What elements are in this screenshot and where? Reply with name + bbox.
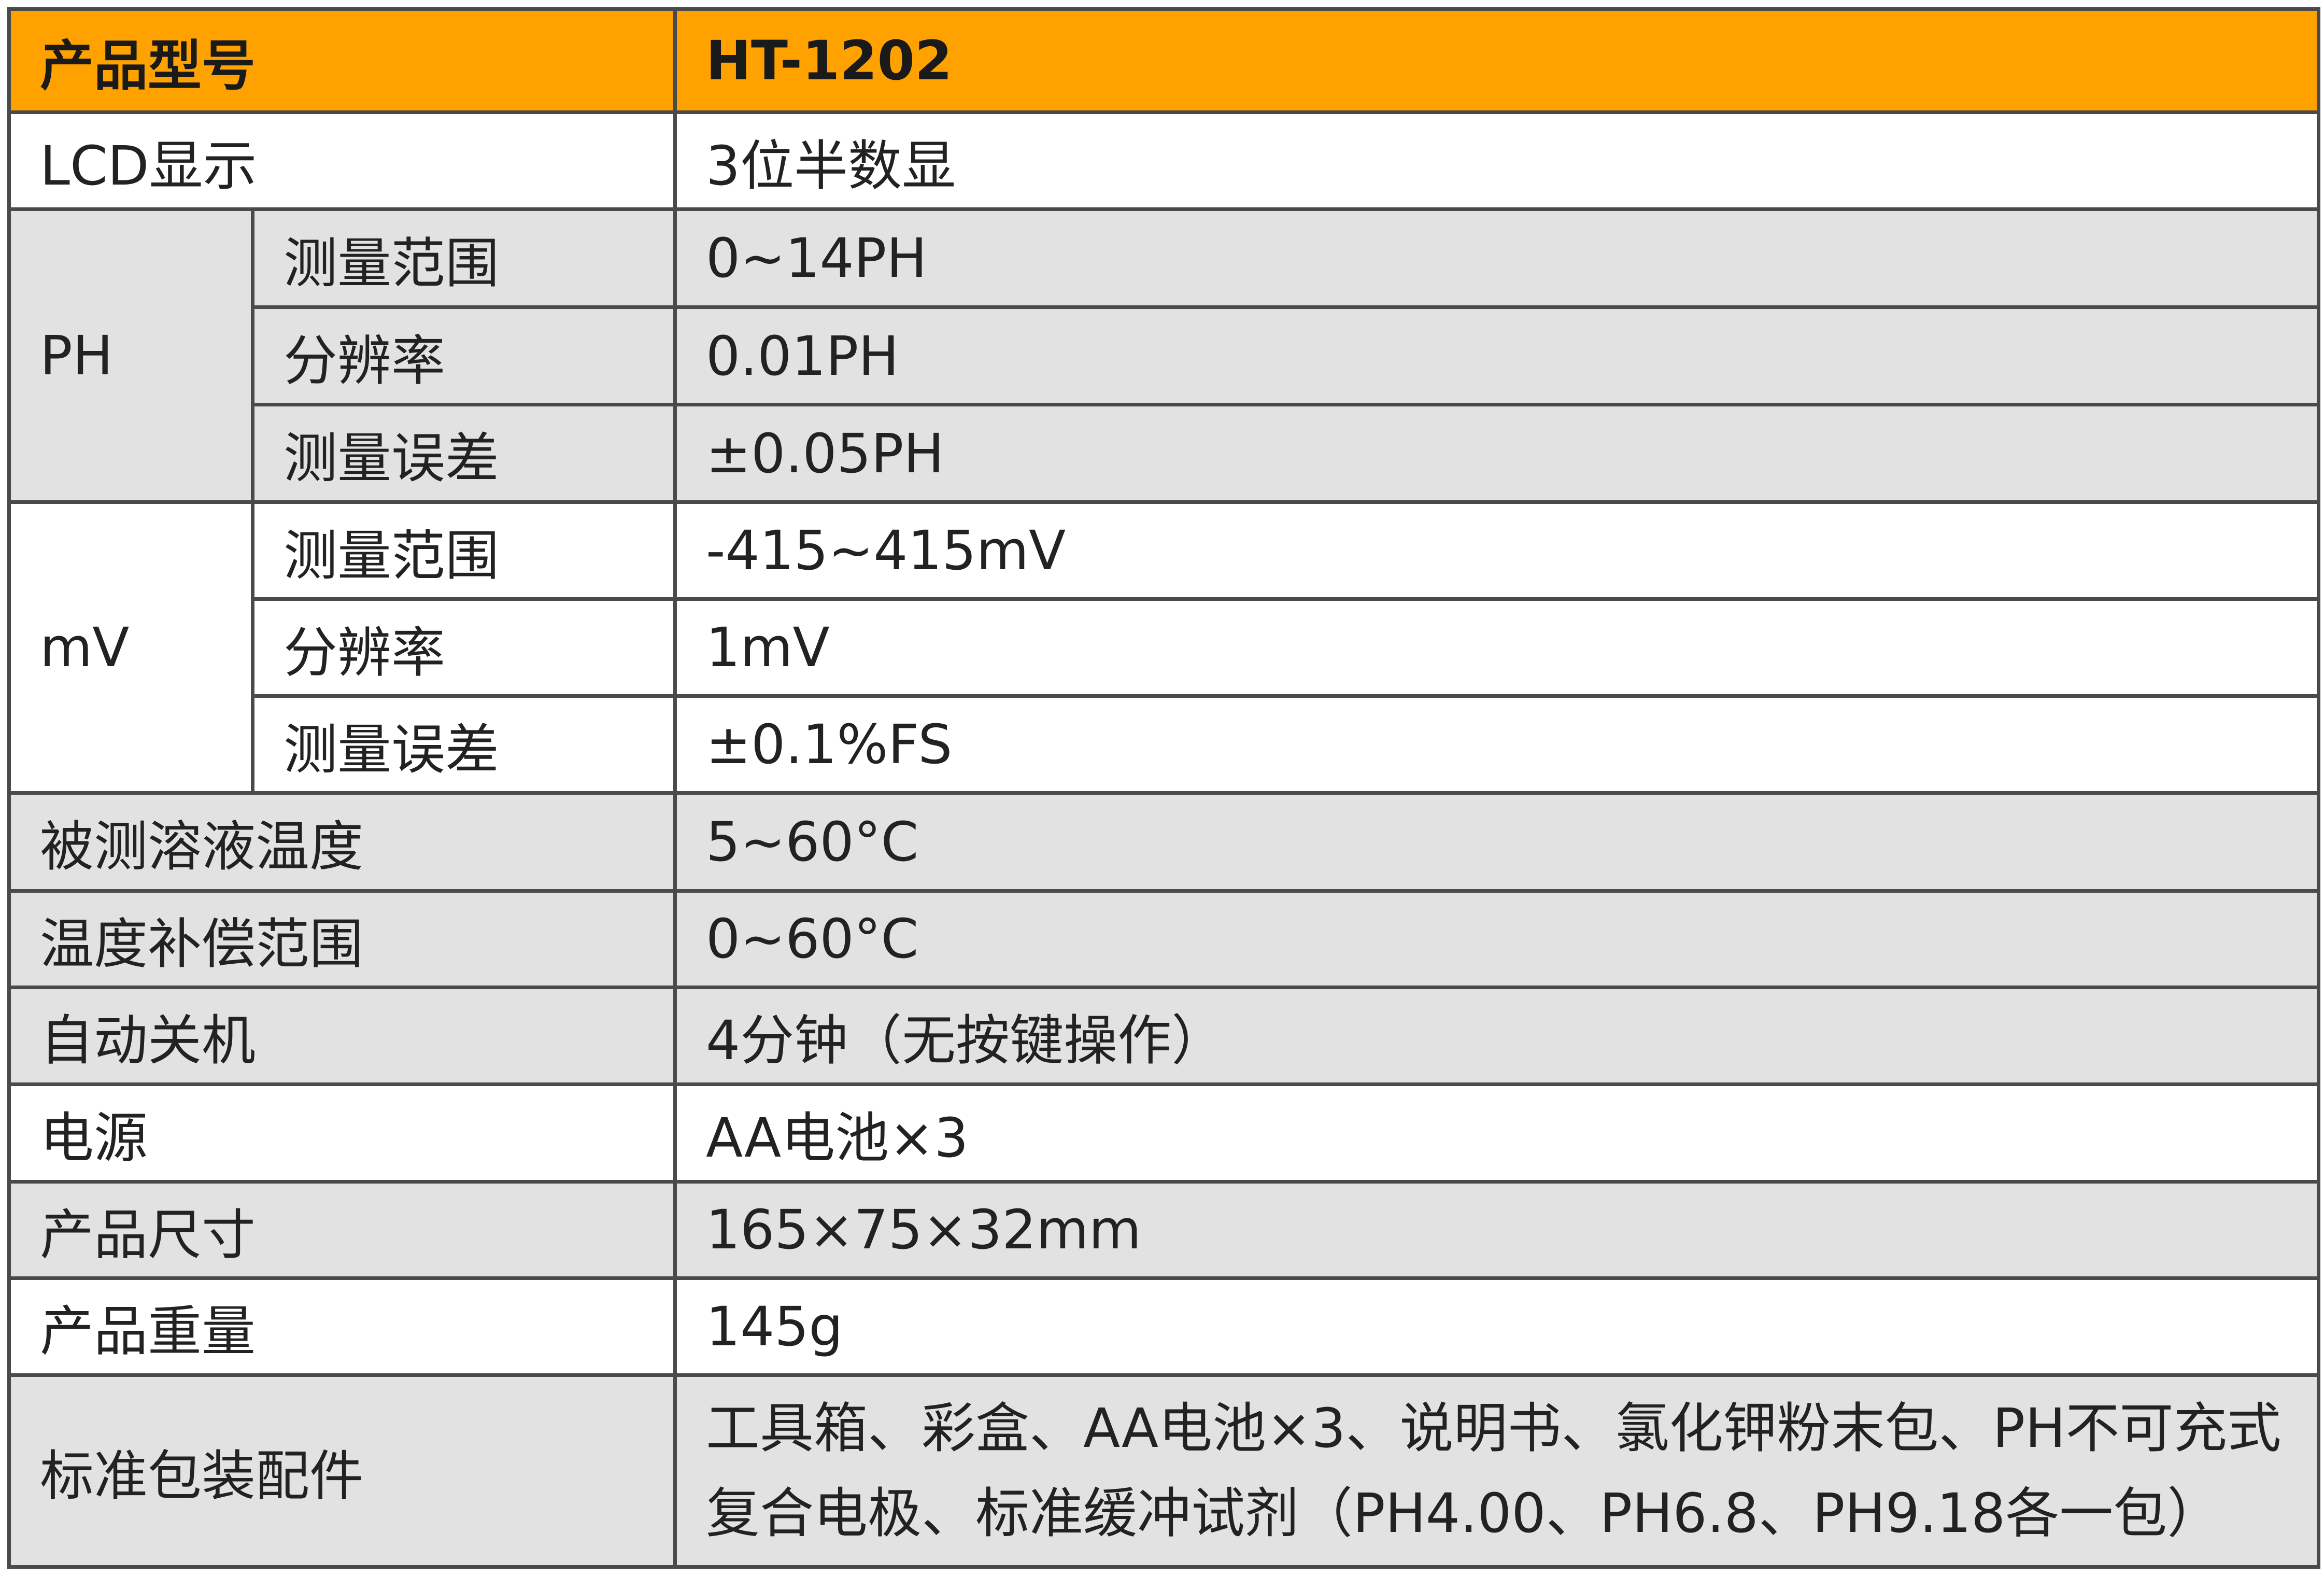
row-label: 被测溶液温度 [7,791,677,893]
row-label: 测量范围 [250,207,677,309]
row-value: 0.01PH [673,305,2321,407]
row-label: 分辨率 [250,597,677,698]
row-ph-error: 测量误差 ±0.05PH [9,403,2321,504]
row-accessories: 标准包装配件 工具箱、彩盒、AA电池×3、说明书、氯化钾粉末包、PH不可充式 复… [7,1373,2321,1569]
accessories-line-2: 复合电极、标准缓冲试剂（PH4.00、PH6.8、PH9.18各一包） [706,1482,2221,1545]
row-ph-range: PH 测量范围 0~14PH [7,207,2321,504]
row-value: 5~60°C [673,791,2321,893]
row-power: 电源 AA电池×3 [7,1082,2321,1184]
row-value: 1mV [673,597,2321,698]
row-temp-comp: 温度补偿范围 0~60°C [7,889,2321,989]
row-label: 测量误差 [250,694,677,795]
row-label: 测量范围 [250,500,677,601]
header-value: HT-1202 [673,7,2321,115]
row-lcd: LCD显示 3位半数显 [7,110,2321,212]
group-label-ph: PH [7,207,254,504]
row-value: 工具箱、彩盒、AA电池×3、说明书、氯化钾粉末包、PH不可充式 复合电极、标准缓… [673,1373,2321,1569]
row-label: 自动关机 [7,985,677,1086]
row-label: 温度补偿范围 [7,889,677,989]
row-mv-range: mV 测量范围 -415~415mV [7,500,2321,795]
spec-table: 产品型号 HT-1202 LCD显示 3位半数显 PH 测量范围 0~14PH … [7,7,2321,1569]
row-mv-resolution: 分辨率 1mV [9,597,2321,698]
group-label-mv: mV [7,500,254,795]
row-size: 产品尺寸 165×75×32mm [7,1179,2321,1280]
header-label: 产品型号 [7,7,677,115]
row-value: 145g [673,1276,2321,1377]
row-label: 产品尺寸 [7,1179,677,1280]
row-ph-resolution: 分辨率 0.01PH [9,305,2321,407]
row-auto-off: 自动关机 4分钟（无按键操作） [7,985,2321,1086]
row-value: -415~415mV [673,500,2321,601]
row-value: ±0.05PH [673,403,2321,504]
row-value: 0~14PH [673,207,2321,309]
row-label: 产品重量 [7,1276,677,1377]
row-value: 165×75×32mm [673,1179,2321,1280]
row-value: AA电池×3 [673,1082,2321,1184]
row-value: 4分钟（无按键操作） [673,985,2321,1086]
row-solution-temp: 被测溶液温度 5~60°C [7,791,2321,893]
row-mv-error: 测量误差 ±0.1%FS [9,694,2321,795]
row-value: 0~60°C [673,889,2321,989]
row-label: 标准包装配件 [7,1373,677,1569]
header-row: 产品型号 HT-1202 [7,7,2321,115]
accessories-line-1: 工具箱、彩盒、AA电池×3、说明书、氯化钾粉末包、PH不可充式 [706,1397,2282,1460]
row-label: 测量误差 [250,403,677,504]
row-label: 分辨率 [250,305,677,407]
row-value: 3位半数显 [673,110,2321,212]
row-weight: 产品重量 145g [7,1276,2321,1377]
row-value: ±0.1%FS [673,694,2321,795]
row-label: LCD显示 [7,110,677,212]
row-label: 电源 [7,1082,677,1184]
